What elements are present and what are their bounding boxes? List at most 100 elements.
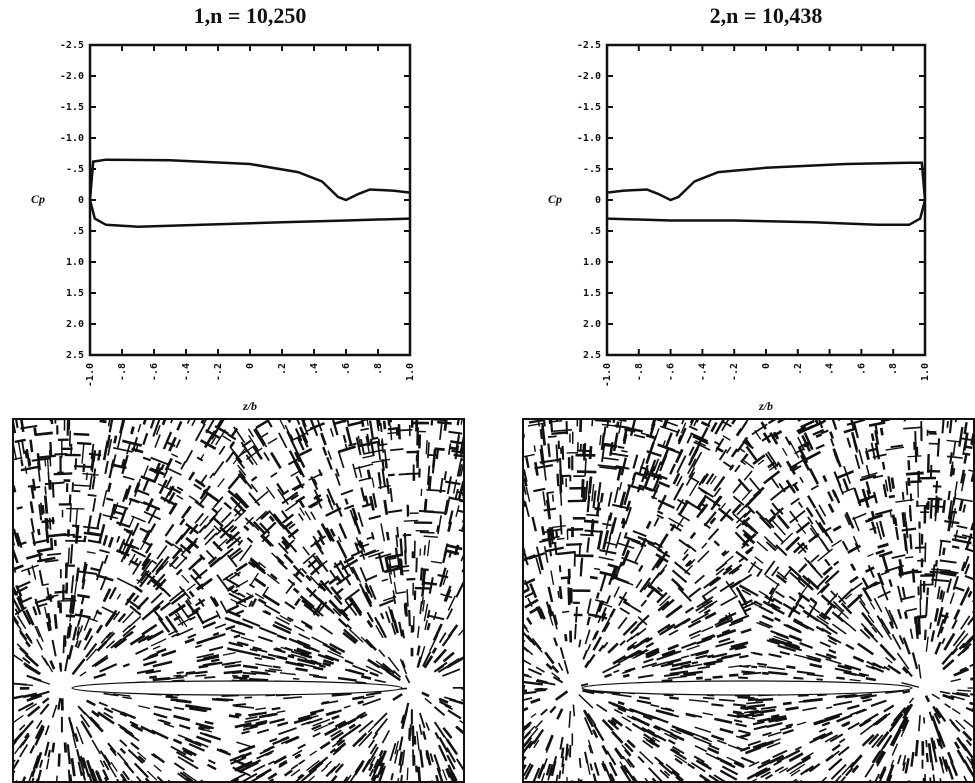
y-tick-label: 2.0 <box>66 319 84 330</box>
vector <box>618 595 628 602</box>
vector <box>68 430 72 447</box>
vector <box>558 770 562 780</box>
vector <box>881 585 889 601</box>
vector <box>893 706 907 722</box>
vector <box>722 435 731 441</box>
vector <box>174 459 182 465</box>
vector <box>740 453 749 464</box>
vector <box>648 767 663 783</box>
vector <box>559 489 563 506</box>
vector <box>108 586 117 600</box>
vector <box>693 736 712 746</box>
vector <box>831 743 841 752</box>
vector <box>226 587 240 596</box>
vector <box>29 745 36 754</box>
vector <box>709 475 717 485</box>
vector <box>857 642 875 656</box>
vector <box>592 490 597 509</box>
x-tick-label: .8 <box>888 363 899 375</box>
vector <box>254 577 267 588</box>
vector <box>439 567 447 588</box>
vector <box>526 617 533 626</box>
vector <box>392 669 402 678</box>
vector <box>637 564 644 573</box>
vector <box>279 614 292 623</box>
vector <box>951 692 970 698</box>
vector <box>722 550 730 557</box>
vector <box>615 421 620 428</box>
vector <box>669 748 687 761</box>
vector <box>69 594 74 614</box>
vector <box>32 606 38 616</box>
vector <box>229 547 242 558</box>
vector <box>902 637 911 655</box>
vector <box>833 450 842 468</box>
vector <box>272 623 292 635</box>
vector <box>957 689 972 692</box>
vector <box>382 420 387 430</box>
vector <box>771 477 780 489</box>
vector <box>74 458 78 470</box>
vector <box>248 711 267 717</box>
vector <box>548 767 553 777</box>
vector <box>185 760 198 770</box>
vector <box>98 641 107 650</box>
vector <box>196 612 205 625</box>
vector <box>691 661 699 665</box>
vector <box>195 735 212 744</box>
vector <box>294 451 301 463</box>
vector <box>92 481 95 488</box>
vector <box>809 663 823 669</box>
vector <box>249 557 261 567</box>
vector <box>18 629 28 641</box>
vector <box>543 507 557 512</box>
vector <box>250 598 258 608</box>
vector <box>445 589 452 602</box>
vector <box>95 770 102 783</box>
vector <box>753 724 768 731</box>
vector <box>561 445 565 460</box>
vector <box>901 586 906 598</box>
vector <box>17 440 23 460</box>
vector <box>64 635 67 644</box>
vector <box>80 755 86 769</box>
vector <box>629 625 639 635</box>
vector <box>381 578 389 582</box>
vector <box>619 765 631 782</box>
vector <box>152 753 165 764</box>
vector <box>557 662 564 672</box>
vector <box>685 472 695 486</box>
vector <box>611 566 617 576</box>
vector <box>448 550 453 558</box>
vector <box>142 432 149 446</box>
vector <box>700 472 710 485</box>
vector <box>557 590 560 599</box>
vector <box>687 763 696 770</box>
vector <box>539 429 543 440</box>
vector <box>736 573 753 585</box>
vector <box>602 457 619 461</box>
vector <box>598 556 614 561</box>
vector <box>198 664 209 669</box>
vector <box>774 766 784 773</box>
vector <box>855 708 868 715</box>
vector <box>82 561 87 572</box>
vector <box>828 757 843 772</box>
vector <box>335 587 344 596</box>
vector <box>299 507 306 516</box>
vector <box>601 744 609 755</box>
vector <box>793 483 800 492</box>
vector <box>378 750 388 767</box>
vector <box>681 641 697 649</box>
vector <box>310 712 317 717</box>
vector <box>880 570 890 576</box>
vector <box>316 419 323 432</box>
vector <box>138 705 151 710</box>
vector <box>216 574 229 591</box>
vector <box>313 724 329 732</box>
vector <box>601 602 613 608</box>
vector <box>69 544 74 564</box>
vector <box>176 751 195 763</box>
vector <box>360 542 366 553</box>
vector <box>599 549 617 555</box>
